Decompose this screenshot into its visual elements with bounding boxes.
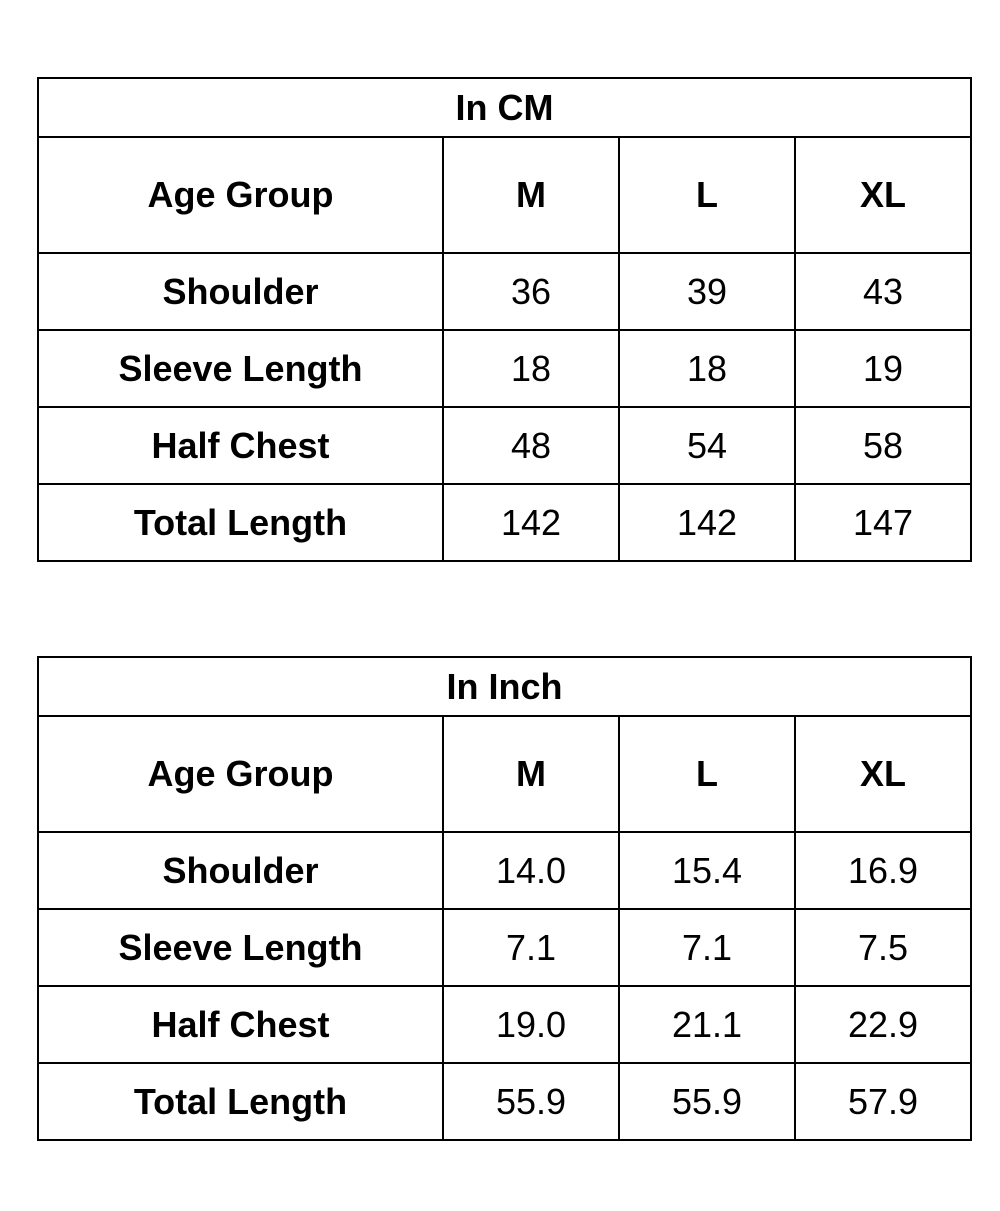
- cell-value: 22.9: [794, 985, 972, 1064]
- cell-value: 54: [618, 406, 796, 485]
- cell-value: 55.9: [618, 1062, 796, 1141]
- row-label-total-length: Total Length: [37, 1062, 444, 1141]
- header-size-xl: XL: [793, 136, 973, 254]
- table-header-row: Age Group M L XL: [37, 136, 973, 254]
- header-age-group: Age Group: [37, 136, 444, 254]
- table-row: Half Chest 19.0 21.1 22.9: [37, 985, 972, 1064]
- row-label-half-chest: Half Chest: [37, 985, 444, 1064]
- table-row: Sleeve Length 18 18 19: [37, 329, 973, 408]
- cell-value: 142: [618, 483, 796, 562]
- cell-value: 55.9: [442, 1062, 620, 1141]
- table-row: Total Length 55.9 55.9 57.9: [37, 1062, 972, 1141]
- cell-value: 36: [442, 252, 620, 331]
- row-label-sleeve-length: Sleeve Length: [37, 329, 444, 408]
- cell-value: 48: [442, 406, 620, 485]
- size-chart-inch-table: In Inch Age Group M L XL Shoulder 14.0 1…: [37, 656, 972, 1141]
- size-chart-cm-table: In CM Age Group M L XL Shoulder 36 39 43…: [36, 77, 973, 562]
- cell-value: 43: [793, 252, 973, 331]
- table-title-row: In Inch: [37, 656, 972, 717]
- row-label-sleeve-length: Sleeve Length: [37, 908, 444, 987]
- row-label-half-chest: Half Chest: [37, 406, 444, 485]
- cell-value: 19: [793, 329, 973, 408]
- cell-value: 58: [793, 406, 973, 485]
- header-age-group: Age Group: [37, 715, 444, 833]
- cell-value: 14.0: [442, 831, 620, 910]
- cell-value: 147: [793, 483, 973, 562]
- cell-value: 57.9: [794, 1062, 972, 1141]
- table-row: Sleeve Length 7.1 7.1 7.5: [37, 908, 972, 987]
- cell-value: 39: [618, 252, 796, 331]
- cell-value: 16.9: [794, 831, 972, 910]
- cell-value: 7.5: [794, 908, 972, 987]
- cell-value: 7.1: [618, 908, 796, 987]
- cell-value: 7.1: [442, 908, 620, 987]
- cell-value: 19.0: [442, 985, 620, 1064]
- cell-value: 142: [442, 483, 620, 562]
- table-row: Shoulder 36 39 43: [37, 252, 973, 331]
- header-size-l: L: [618, 136, 796, 254]
- row-label-total-length: Total Length: [37, 483, 444, 562]
- cell-value: 15.4: [618, 831, 796, 910]
- cell-value: 18: [618, 329, 796, 408]
- table-row: Half Chest 48 54 58: [37, 406, 973, 485]
- header-size-l: L: [618, 715, 796, 833]
- header-size-m: M: [442, 136, 620, 254]
- cell-value: 21.1: [618, 985, 796, 1064]
- table-title: In Inch: [37, 656, 972, 717]
- table-row: Total Length 142 142 147: [37, 483, 973, 562]
- table-header-row: Age Group M L XL: [37, 715, 972, 833]
- cell-value: 18: [442, 329, 620, 408]
- table-title: In CM: [36, 77, 973, 138]
- table-row: Shoulder 14.0 15.4 16.9: [37, 831, 972, 910]
- table-title-row: In CM: [36, 77, 973, 138]
- header-size-xl: XL: [794, 715, 972, 833]
- row-label-shoulder: Shoulder: [37, 831, 444, 910]
- header-size-m: M: [442, 715, 620, 833]
- row-label-shoulder: Shoulder: [37, 252, 444, 331]
